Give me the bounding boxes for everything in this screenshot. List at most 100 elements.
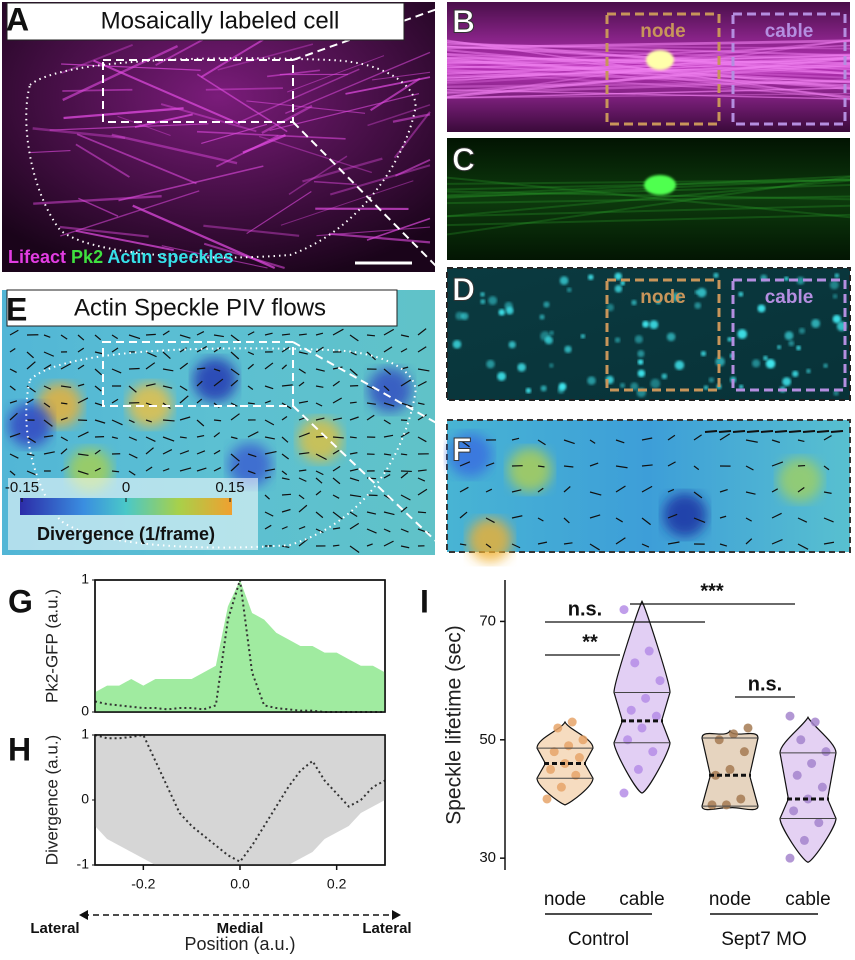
- flow-arrow: [332, 366, 343, 370]
- speckle: [497, 371, 506, 381]
- speckle: [517, 363, 526, 372]
- flow-arrow: [315, 332, 324, 336]
- speckle: [630, 382, 639, 391]
- flow-arrow: [366, 511, 377, 515]
- speckle: [811, 318, 821, 328]
- significance-label: n.s.: [748, 673, 782, 695]
- data-point: [789, 806, 799, 816]
- flow-arrow: [823, 465, 830, 471]
- panel-a-title: Mosaically labeled cell: [101, 7, 340, 34]
- data-point: [564, 741, 574, 751]
- colorbar: [20, 498, 232, 515]
- actin-fiber: [446, 92, 851, 99]
- speckle: [634, 335, 643, 344]
- flow-arrow: [315, 368, 325, 372]
- flow-arrow: [26, 398, 34, 404]
- flow-arrow: [179, 395, 189, 404]
- flow-arrow: [693, 491, 703, 499]
- flow-arrow: [417, 436, 427, 443]
- flow-arrow: [366, 414, 375, 421]
- flow-arrow: [830, 430, 844, 433]
- data-point: [578, 735, 588, 745]
- flow-arrow: [298, 333, 307, 336]
- flow-arrow: [128, 470, 136, 476]
- flow-arrow: [459, 543, 467, 546]
- flow-arrow: [400, 402, 413, 408]
- flow-arrow: [615, 485, 626, 493]
- flow-arrow: [281, 346, 290, 353]
- title-box: [6, 2, 405, 41]
- flow-arrow: [247, 363, 254, 370]
- flow-arrow: [9, 385, 16, 391]
- flow-arrow: [94, 467, 101, 472]
- actin-fiber: [446, 44, 851, 64]
- flow-arrow: [298, 432, 310, 438]
- flow-arrow: [281, 364, 288, 370]
- colorbar-tick-label: -0.15: [5, 479, 39, 496]
- flow-arrow: [9, 453, 19, 459]
- flow-arrow: [383, 453, 392, 456]
- flow-arrow: [823, 517, 834, 523]
- data-point: [785, 853, 795, 863]
- flow-arrow: [400, 334, 409, 338]
- flow-arrow: [145, 466, 153, 472]
- pk2-fiber: [446, 213, 851, 227]
- speckle: [713, 272, 719, 278]
- flow-arrow: [417, 477, 426, 482]
- flow-arrow: [213, 449, 221, 455]
- significance-label: n.s.: [568, 598, 602, 620]
- flow-arrow: [196, 434, 205, 438]
- speckle: [792, 370, 799, 377]
- flow-arrow: [563, 439, 575, 445]
- flow-arrow: [667, 541, 680, 545]
- zoom-box: [102, 59, 294, 123]
- speckle: [557, 386, 565, 394]
- flow-arrow: [196, 398, 203, 404]
- flow-arrow: [667, 488, 675, 493]
- roi-box: [731, 12, 847, 126]
- flow-arrow: [196, 367, 206, 370]
- speckle: [696, 287, 707, 298]
- direction-label: Medial: [217, 920, 264, 937]
- flow-arrow: [511, 437, 520, 441]
- flow-arrow: [400, 528, 409, 533]
- flow-arrow: [94, 351, 103, 355]
- divergence-blob: [8, 403, 52, 447]
- flow-arrow: [315, 528, 324, 534]
- speckle: [486, 359, 495, 369]
- flow-arrow: [589, 491, 602, 496]
- divergence-blob: [228, 443, 272, 487]
- speckle: [834, 273, 840, 278]
- flow-arrow: [589, 514, 601, 519]
- flow-arrow: [400, 453, 408, 456]
- actin-fiber: [33, 195, 162, 205]
- panel-label: C: [452, 141, 475, 177]
- panel-label: E: [6, 291, 27, 327]
- data-point: [644, 646, 654, 656]
- y-tick-label: 0: [81, 703, 89, 719]
- y-axis-label: Pk2-GFP (a.u.): [42, 589, 61, 703]
- flow-arrow: [77, 383, 85, 387]
- flow-arrow: [400, 472, 409, 479]
- pk2-spot: [644, 175, 676, 195]
- actin-fiber: [280, 180, 414, 226]
- flow-arrow: [485, 543, 492, 549]
- data-point: [796, 735, 806, 745]
- data-point: [810, 717, 820, 727]
- flow-arrow: [704, 430, 718, 433]
- flow-arrow: [563, 542, 573, 545]
- flow-arrow: [823, 435, 832, 441]
- data-point: [792, 770, 802, 780]
- flow-arrow: [298, 526, 306, 530]
- flow-arrow: [26, 436, 36, 444]
- flow-arrow: [332, 494, 340, 499]
- data-point: [630, 658, 640, 668]
- flow-arrow: [366, 334, 376, 337]
- band: [95, 580, 385, 712]
- flow-arrow: [383, 419, 391, 425]
- speckle: [540, 331, 551, 342]
- flow-arrow: [213, 334, 224, 338]
- significance-label: ***: [700, 580, 724, 602]
- flow-arrow: [719, 543, 728, 547]
- flow-arrow: [26, 361, 36, 370]
